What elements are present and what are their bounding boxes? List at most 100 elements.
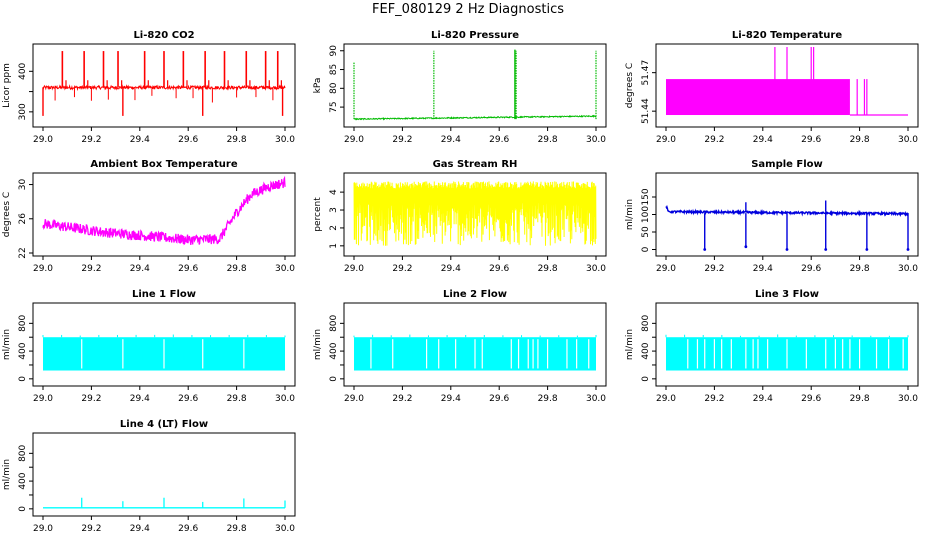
data-series bbox=[43, 497, 286, 509]
y-tick-label: 800 bbox=[18, 314, 28, 331]
panel-title: Line 4 (LT) Flow bbox=[120, 419, 208, 430]
y-axis-label: ml/min bbox=[313, 329, 323, 360]
panel-rh: Gas Stream RH percent 29.0 29.2 29.4 29.6 29.8… bbox=[313, 159, 607, 274]
pressure-series-line bbox=[353, 114, 597, 121]
data-series bbox=[42, 51, 286, 116]
x-tick-label: 29.0 bbox=[33, 135, 53, 145]
x-tick-label: 29.4 bbox=[441, 394, 461, 404]
y-tick-label: 80 bbox=[329, 82, 339, 94]
x-tick-label: 29.2 bbox=[392, 135, 412, 145]
y-tick-label: 400 bbox=[18, 342, 28, 359]
y-axis: 0 400 800 bbox=[641, 314, 656, 382]
x-tick-label: 29.4 bbox=[130, 394, 150, 404]
data-series bbox=[353, 334, 597, 371]
y-tick-label: 50 bbox=[641, 226, 651, 238]
x-tick-label: 29.4 bbox=[753, 264, 773, 274]
x-tick-label: 29.0 bbox=[33, 264, 53, 274]
panel-sample: Sample Flow ml/min 29.0 29.2 29.4 29.6 29.8 30.… bbox=[625, 159, 919, 274]
y-axis: 75 80 85 90 bbox=[329, 45, 344, 113]
x-tick-label: 29.8 bbox=[227, 524, 247, 534]
x-tick-label: 29.2 bbox=[704, 394, 724, 404]
x-axis: 29.0 29.2 29.4 29.6 29.8 30.0 bbox=[33, 256, 295, 274]
x-tick-label: 29.8 bbox=[850, 394, 870, 404]
y-axis: 300 400 bbox=[18, 62, 33, 120]
x-tick-label: 30.0 bbox=[275, 264, 295, 274]
x-tick-label: 29.2 bbox=[81, 135, 101, 145]
x-tick-label: 30.0 bbox=[275, 524, 295, 534]
panel-title: Sample Flow bbox=[751, 159, 823, 170]
x-tick-label: 29.4 bbox=[130, 524, 150, 534]
x-tick-label: 29.0 bbox=[33, 524, 53, 534]
y-axis-label: ml/min bbox=[2, 459, 12, 490]
y-axis-label: ml/min bbox=[625, 329, 635, 360]
sample-dip-point bbox=[906, 248, 910, 251]
panel-ambient: Ambient Box Temperature degrees C 29.0 29.2… bbox=[2, 159, 296, 274]
y-tick-label: 75 bbox=[329, 101, 339, 112]
y-tick-label: 800 bbox=[329, 314, 339, 331]
x-tick-label: 29.2 bbox=[81, 394, 101, 404]
y-axis-label: Licor ppm bbox=[2, 63, 12, 108]
panel-title: Ambient Box Temperature bbox=[90, 159, 237, 170]
x-tick-label: 29.2 bbox=[392, 264, 412, 274]
panel-co2: Li-820 CO2 Licor ppm 29.0 29.2 29.4 29.6 29.8 3… bbox=[2, 30, 296, 145]
x-tick-label: 29.0 bbox=[656, 264, 676, 274]
plot-frame bbox=[32, 43, 296, 128]
x-tick-label: 29.6 bbox=[178, 264, 198, 274]
x-tick-label: 30.0 bbox=[898, 135, 918, 145]
y-tick-label: 1 bbox=[329, 243, 339, 249]
x-tick-label: 29.4 bbox=[441, 264, 461, 274]
data-series bbox=[353, 49, 597, 121]
panel-title: Line 1 Flow bbox=[132, 289, 196, 300]
y-axis: 51.44 51.47 bbox=[641, 60, 656, 124]
x-axis: 29.0 29.2 29.4 29.6 29.8 30.0 bbox=[656, 256, 918, 274]
x-tick-label: 29.6 bbox=[489, 135, 509, 145]
x-tick-label: 29.2 bbox=[81, 264, 101, 274]
plot-frame bbox=[655, 43, 919, 128]
x-tick-label: 29.6 bbox=[178, 394, 198, 404]
y-axis: 0 400 800 bbox=[18, 314, 33, 382]
x-tick-label: 30.0 bbox=[898, 264, 918, 274]
x-tick-label: 29.2 bbox=[81, 524, 101, 534]
rh-series-line bbox=[353, 181, 597, 246]
x-tick-label: 29.0 bbox=[344, 264, 364, 274]
y-tick-label: 51.47 bbox=[641, 60, 651, 86]
x-tick-label: 29.6 bbox=[801, 394, 821, 404]
y-tick-label: 85 bbox=[329, 64, 339, 75]
y-tick-label: 400 bbox=[18, 62, 28, 79]
x-tick-label: 30.0 bbox=[275, 135, 295, 145]
y-tick-label: 100 bbox=[641, 206, 651, 223]
sample-series-line bbox=[665, 204, 909, 218]
data-series bbox=[353, 181, 597, 246]
x-tick-label: 29.6 bbox=[489, 394, 509, 404]
sample-dip-point bbox=[744, 245, 748, 249]
sample-dip-point bbox=[785, 248, 789, 251]
panel-title: Li-820 CO2 bbox=[133, 30, 194, 41]
data-series bbox=[42, 175, 286, 246]
panel-title: Line 2 Flow bbox=[443, 289, 507, 300]
x-tick-label: 29.2 bbox=[392, 394, 412, 404]
sample-dip-point bbox=[824, 248, 828, 251]
x-tick-label: 29.8 bbox=[850, 135, 870, 145]
y-tick-label: 4 bbox=[329, 189, 339, 195]
y-axis: 0 400 800 bbox=[18, 444, 33, 512]
data-series bbox=[42, 334, 286, 371]
ambient-series-line bbox=[42, 175, 286, 246]
data-series bbox=[666, 47, 908, 116]
y-tick-label: 0 bbox=[641, 376, 651, 382]
y-tick-label: 300 bbox=[18, 103, 28, 120]
x-axis: 29.0 29.2 29.4 29.6 29.8 30.0 bbox=[344, 127, 606, 145]
x-tick-label: 29.8 bbox=[227, 264, 247, 274]
y-tick-label: 150 bbox=[641, 188, 651, 205]
y-tick-label: 51.44 bbox=[641, 98, 651, 124]
y-axis-label: ml/min bbox=[2, 329, 12, 360]
y-tick-label: 0 bbox=[641, 246, 651, 252]
panel-pressure: Li-820 Pressure kPa 29.0 29.2 29.4 29.6 29.8 30… bbox=[313, 30, 607, 145]
plot-frame bbox=[343, 302, 607, 387]
y-axis-label: ml/min bbox=[625, 199, 635, 230]
y-tick-label: 22 bbox=[18, 247, 28, 258]
panel-title: Gas Stream RH bbox=[433, 159, 518, 170]
x-tick-label: 29.4 bbox=[130, 135, 150, 145]
x-tick-label: 29.2 bbox=[704, 264, 724, 274]
